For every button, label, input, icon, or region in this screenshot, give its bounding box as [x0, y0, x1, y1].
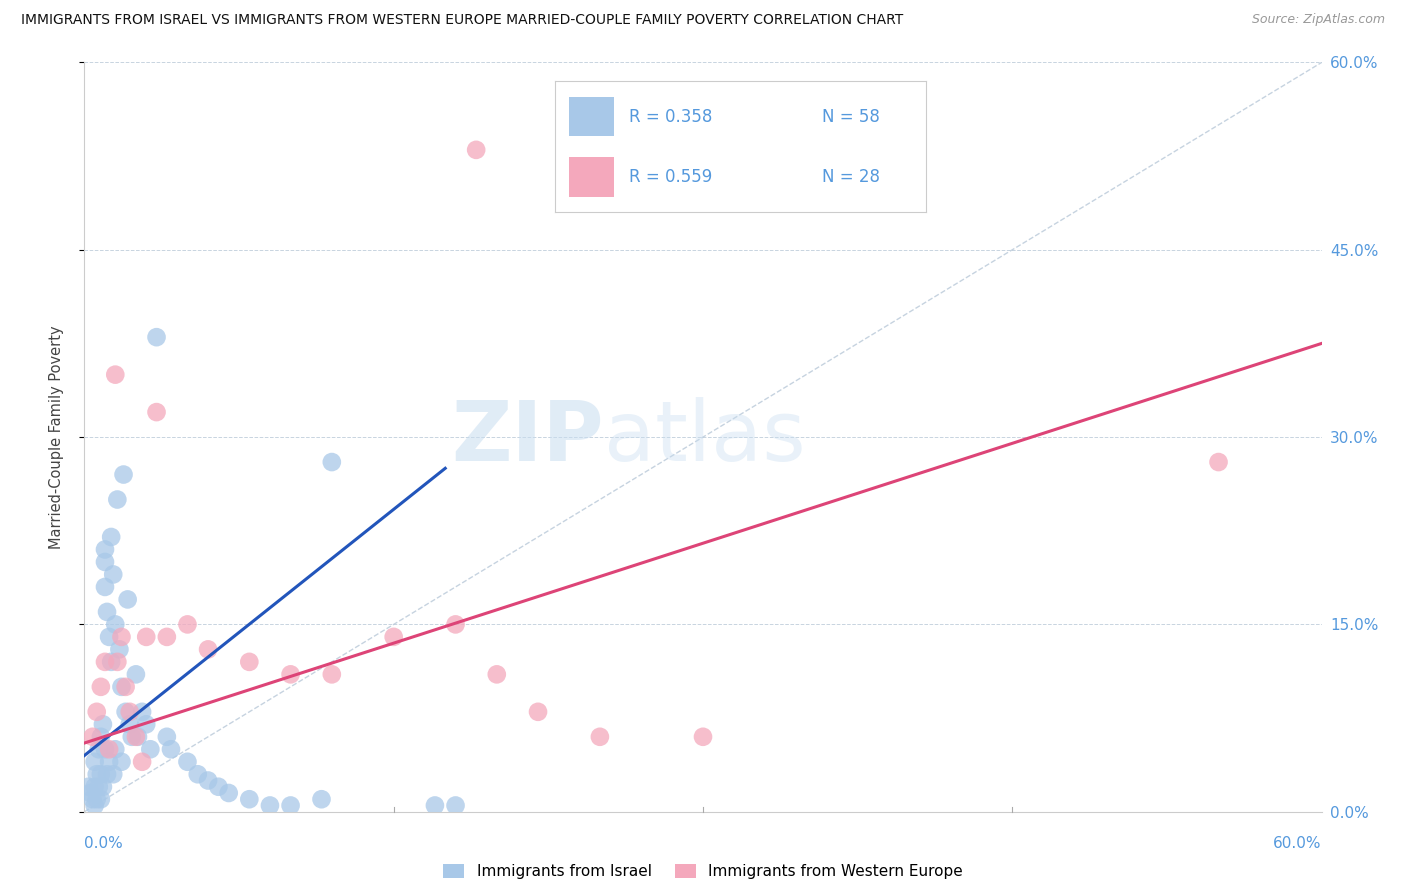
- Point: [176, 755, 198, 769]
- Point: [423, 798, 446, 813]
- Point: [87, 742, 110, 756]
- Point: [127, 730, 149, 744]
- Text: Source: ZipAtlas.com: Source: ZipAtlas.com: [1251, 13, 1385, 27]
- Point: [139, 742, 162, 756]
- Point: [77, 780, 100, 794]
- Point: [82, 730, 104, 744]
- Point: [156, 730, 179, 744]
- Point: [108, 642, 131, 657]
- Text: 0.0%: 0.0%: [84, 837, 124, 852]
- Point: [145, 330, 167, 344]
- Point: [82, 792, 104, 806]
- Point: [94, 542, 117, 557]
- Point: [86, 705, 108, 719]
- Point: [83, 780, 105, 794]
- Point: [98, 630, 121, 644]
- Point: [105, 655, 128, 669]
- Point: [104, 617, 127, 632]
- Point: [197, 642, 219, 657]
- Point: [117, 592, 139, 607]
- Point: [100, 530, 122, 544]
- Point: [311, 792, 333, 806]
- Point: [145, 405, 167, 419]
- Text: IMMIGRANTS FROM ISRAEL VS IMMIGRANTS FROM WESTERN EUROPE MARRIED-COUPLE FAMILY P: IMMIGRANTS FROM ISRAEL VS IMMIGRANTS FRO…: [21, 13, 903, 28]
- Point: [96, 767, 118, 781]
- Point: [218, 786, 240, 800]
- Point: [114, 705, 136, 719]
- Point: [589, 730, 612, 744]
- Point: [91, 780, 114, 794]
- Point: [207, 780, 229, 794]
- Point: [527, 705, 550, 719]
- Y-axis label: Married-Couple Family Poverty: Married-Couple Family Poverty: [49, 326, 63, 549]
- Point: [121, 730, 143, 744]
- Point: [176, 617, 198, 632]
- Point: [90, 680, 112, 694]
- Point: [692, 730, 714, 744]
- Point: [280, 798, 302, 813]
- Point: [197, 773, 219, 788]
- Point: [87, 780, 110, 794]
- Point: [96, 605, 118, 619]
- Point: [90, 730, 112, 744]
- Point: [321, 455, 343, 469]
- Point: [86, 767, 108, 781]
- Point: [118, 705, 141, 719]
- Point: [238, 792, 260, 806]
- Point: [280, 667, 302, 681]
- Point: [86, 792, 108, 806]
- Point: [238, 655, 260, 669]
- Point: [110, 680, 132, 694]
- Text: ZIP: ZIP: [451, 397, 605, 477]
- Point: [125, 730, 148, 744]
- Point: [110, 755, 132, 769]
- Point: [135, 717, 157, 731]
- Point: [110, 630, 132, 644]
- Point: [83, 798, 105, 813]
- Point: [104, 368, 127, 382]
- Point: [444, 798, 467, 813]
- Point: [103, 567, 125, 582]
- Point: [91, 717, 114, 731]
- Point: [83, 755, 105, 769]
- Point: [100, 655, 122, 669]
- Point: [156, 630, 179, 644]
- Point: [465, 143, 488, 157]
- Text: 60.0%: 60.0%: [1274, 837, 1322, 852]
- Point: [485, 667, 508, 681]
- Point: [104, 742, 127, 756]
- Point: [160, 742, 183, 756]
- Point: [382, 630, 405, 644]
- Point: [187, 767, 209, 781]
- Point: [79, 786, 101, 800]
- Point: [94, 742, 117, 756]
- Point: [125, 667, 148, 681]
- Point: [98, 755, 121, 769]
- Point: [114, 680, 136, 694]
- Point: [98, 742, 121, 756]
- Point: [321, 667, 343, 681]
- Point: [90, 792, 112, 806]
- Point: [94, 580, 117, 594]
- Legend: Immigrants from Israel, Immigrants from Western Europe: Immigrants from Israel, Immigrants from …: [443, 864, 963, 879]
- Point: [112, 467, 135, 482]
- Point: [131, 705, 153, 719]
- Point: [259, 798, 281, 813]
- Point: [105, 492, 128, 507]
- Point: [103, 767, 125, 781]
- Point: [1208, 455, 1230, 469]
- Point: [118, 717, 141, 731]
- Point: [90, 767, 112, 781]
- Point: [94, 555, 117, 569]
- Text: atlas: atlas: [605, 397, 806, 477]
- Point: [135, 630, 157, 644]
- Point: [444, 617, 467, 632]
- Point: [131, 755, 153, 769]
- Point: [94, 655, 117, 669]
